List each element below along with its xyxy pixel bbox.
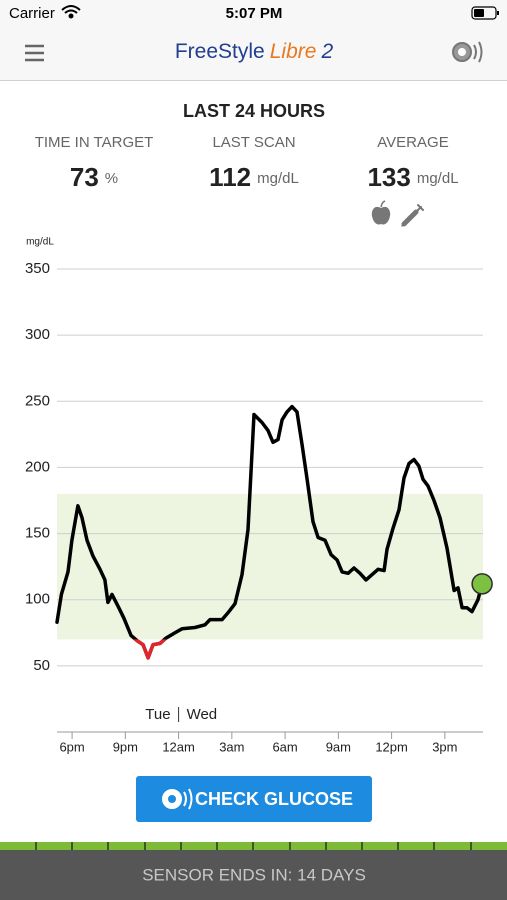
app-logo: FreeStyle Libre 2 (175, 40, 334, 63)
sensor-button[interactable] (452, 41, 483, 63)
x-tick-label: 3am (219, 739, 244, 754)
button-background[interactable] (136, 776, 372, 822)
menu-button[interactable] (25, 44, 44, 62)
glucose-chart: mg/dL 50 100 150 200 250 300 350 6pm 9pm 12am 3am 6… (25, 237, 493, 754)
current-reading (471, 573, 493, 595)
stat: 112 mg/dL (209, 162, 299, 192)
stat-unit: mg/dL (257, 170, 299, 187)
check-glucose-button[interactable]: CHECK GLUCOSE (136, 776, 372, 822)
logo-part: FreeStyle (175, 40, 265, 63)
x-tick-label: 12pm (375, 739, 408, 754)
y-tick-label: 200 (25, 458, 50, 475)
progress-ticks (35, 842, 472, 850)
target-range (57, 493, 483, 640)
stat-label: LAST SCAN (212, 134, 295, 151)
food-icon (371, 200, 391, 225)
stat-value: 133 (367, 162, 410, 192)
carrier: Carrier (9, 5, 55, 22)
y-tick-label: 50 (33, 657, 50, 674)
stat-unit: % (105, 170, 118, 187)
summary-title: LAST 24 HOURS (183, 101, 325, 121)
x-tick-label: 9pm (113, 739, 138, 754)
y-axis-label: mg/dL (26, 237, 54, 248)
y-tick-label: 250 (25, 392, 50, 409)
y-tick-label: 300 (25, 326, 50, 343)
x-tick-label: 6am (272, 739, 297, 754)
stat: 133 mg/dL (367, 162, 458, 192)
stat: 73% (70, 162, 118, 192)
stat-unit: mg/dL (417, 170, 459, 187)
day-label: Tue (145, 706, 170, 723)
wifi-icon (61, 5, 81, 19)
stat-value: 112 (209, 162, 251, 192)
battery-icon (471, 6, 499, 20)
stat-label: AVERAGE (377, 134, 448, 151)
logo-part: 2 (320, 40, 333, 63)
x-tick-label: 9am (326, 739, 351, 754)
top-bar (0, 0, 507, 80)
button-label[interactable]: CHECK GLUCOSE (195, 789, 353, 809)
button-icon (162, 788, 193, 810)
sensor-status: SENSOR ENDS IN: 14 DAYS (142, 865, 366, 884)
y-tick-label: 350 (25, 260, 50, 277)
stat-label: TIME IN TARGET (35, 134, 154, 151)
clock: 5:07 PM (226, 5, 283, 22)
day-label: Wed (187, 706, 218, 723)
x-tick-label: 3pm (432, 739, 457, 754)
stat-value: 73 (70, 162, 99, 192)
y-tick-label: 150 (25, 525, 50, 542)
logo-part: Libre (270, 40, 317, 63)
x-tick-label: 6pm (59, 739, 84, 754)
insulin-icon (401, 204, 424, 227)
footer-bar (0, 850, 507, 900)
x-tick-label: 12am (162, 739, 195, 754)
y-tick-label: 100 (25, 591, 50, 608)
glucose-line (55, 404, 484, 660)
